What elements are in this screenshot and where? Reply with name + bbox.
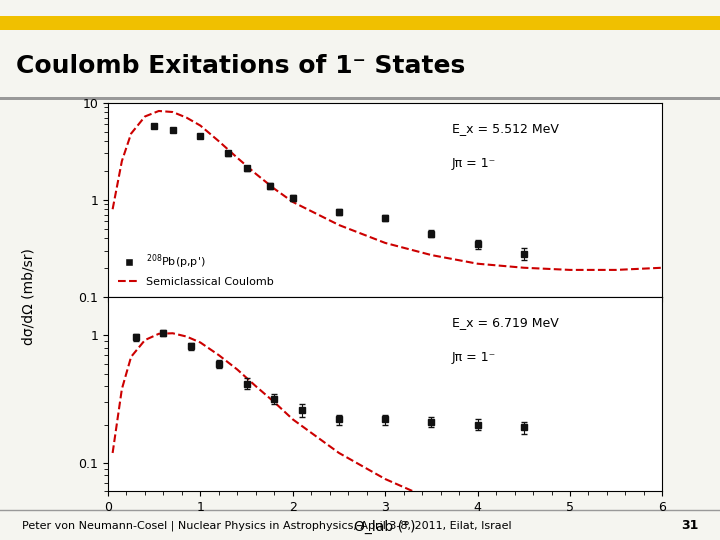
Text: E_x = 5.512 MeV: E_x = 5.512 MeV [451,122,559,135]
Text: Jπ = 1⁻: Jπ = 1⁻ [451,157,496,170]
Text: Peter von Neumann-Cosel | Nuclear Physics in Astrophysics, April 3-8, 2011, Eila: Peter von Neumann-Cosel | Nuclear Physic… [22,521,511,531]
Text: E_x = 6.719 MeV: E_x = 6.719 MeV [451,316,559,329]
Text: Coulomb Exitations of 1⁻ States: Coulomb Exitations of 1⁻ States [16,54,465,78]
X-axis label: Θ_lab (°): Θ_lab (°) [354,519,416,534]
Text: Jπ = 1⁻: Jπ = 1⁻ [451,352,496,365]
Text: 31: 31 [681,519,698,532]
Legend: $^{208}$Pb(p,p'), Semiclassical Coulomb: $^{208}$Pb(p,p'), Semiclassical Coulomb [114,248,278,292]
Text: dσ/dΩ (mb/sr): dσ/dΩ (mb/sr) [22,248,36,346]
